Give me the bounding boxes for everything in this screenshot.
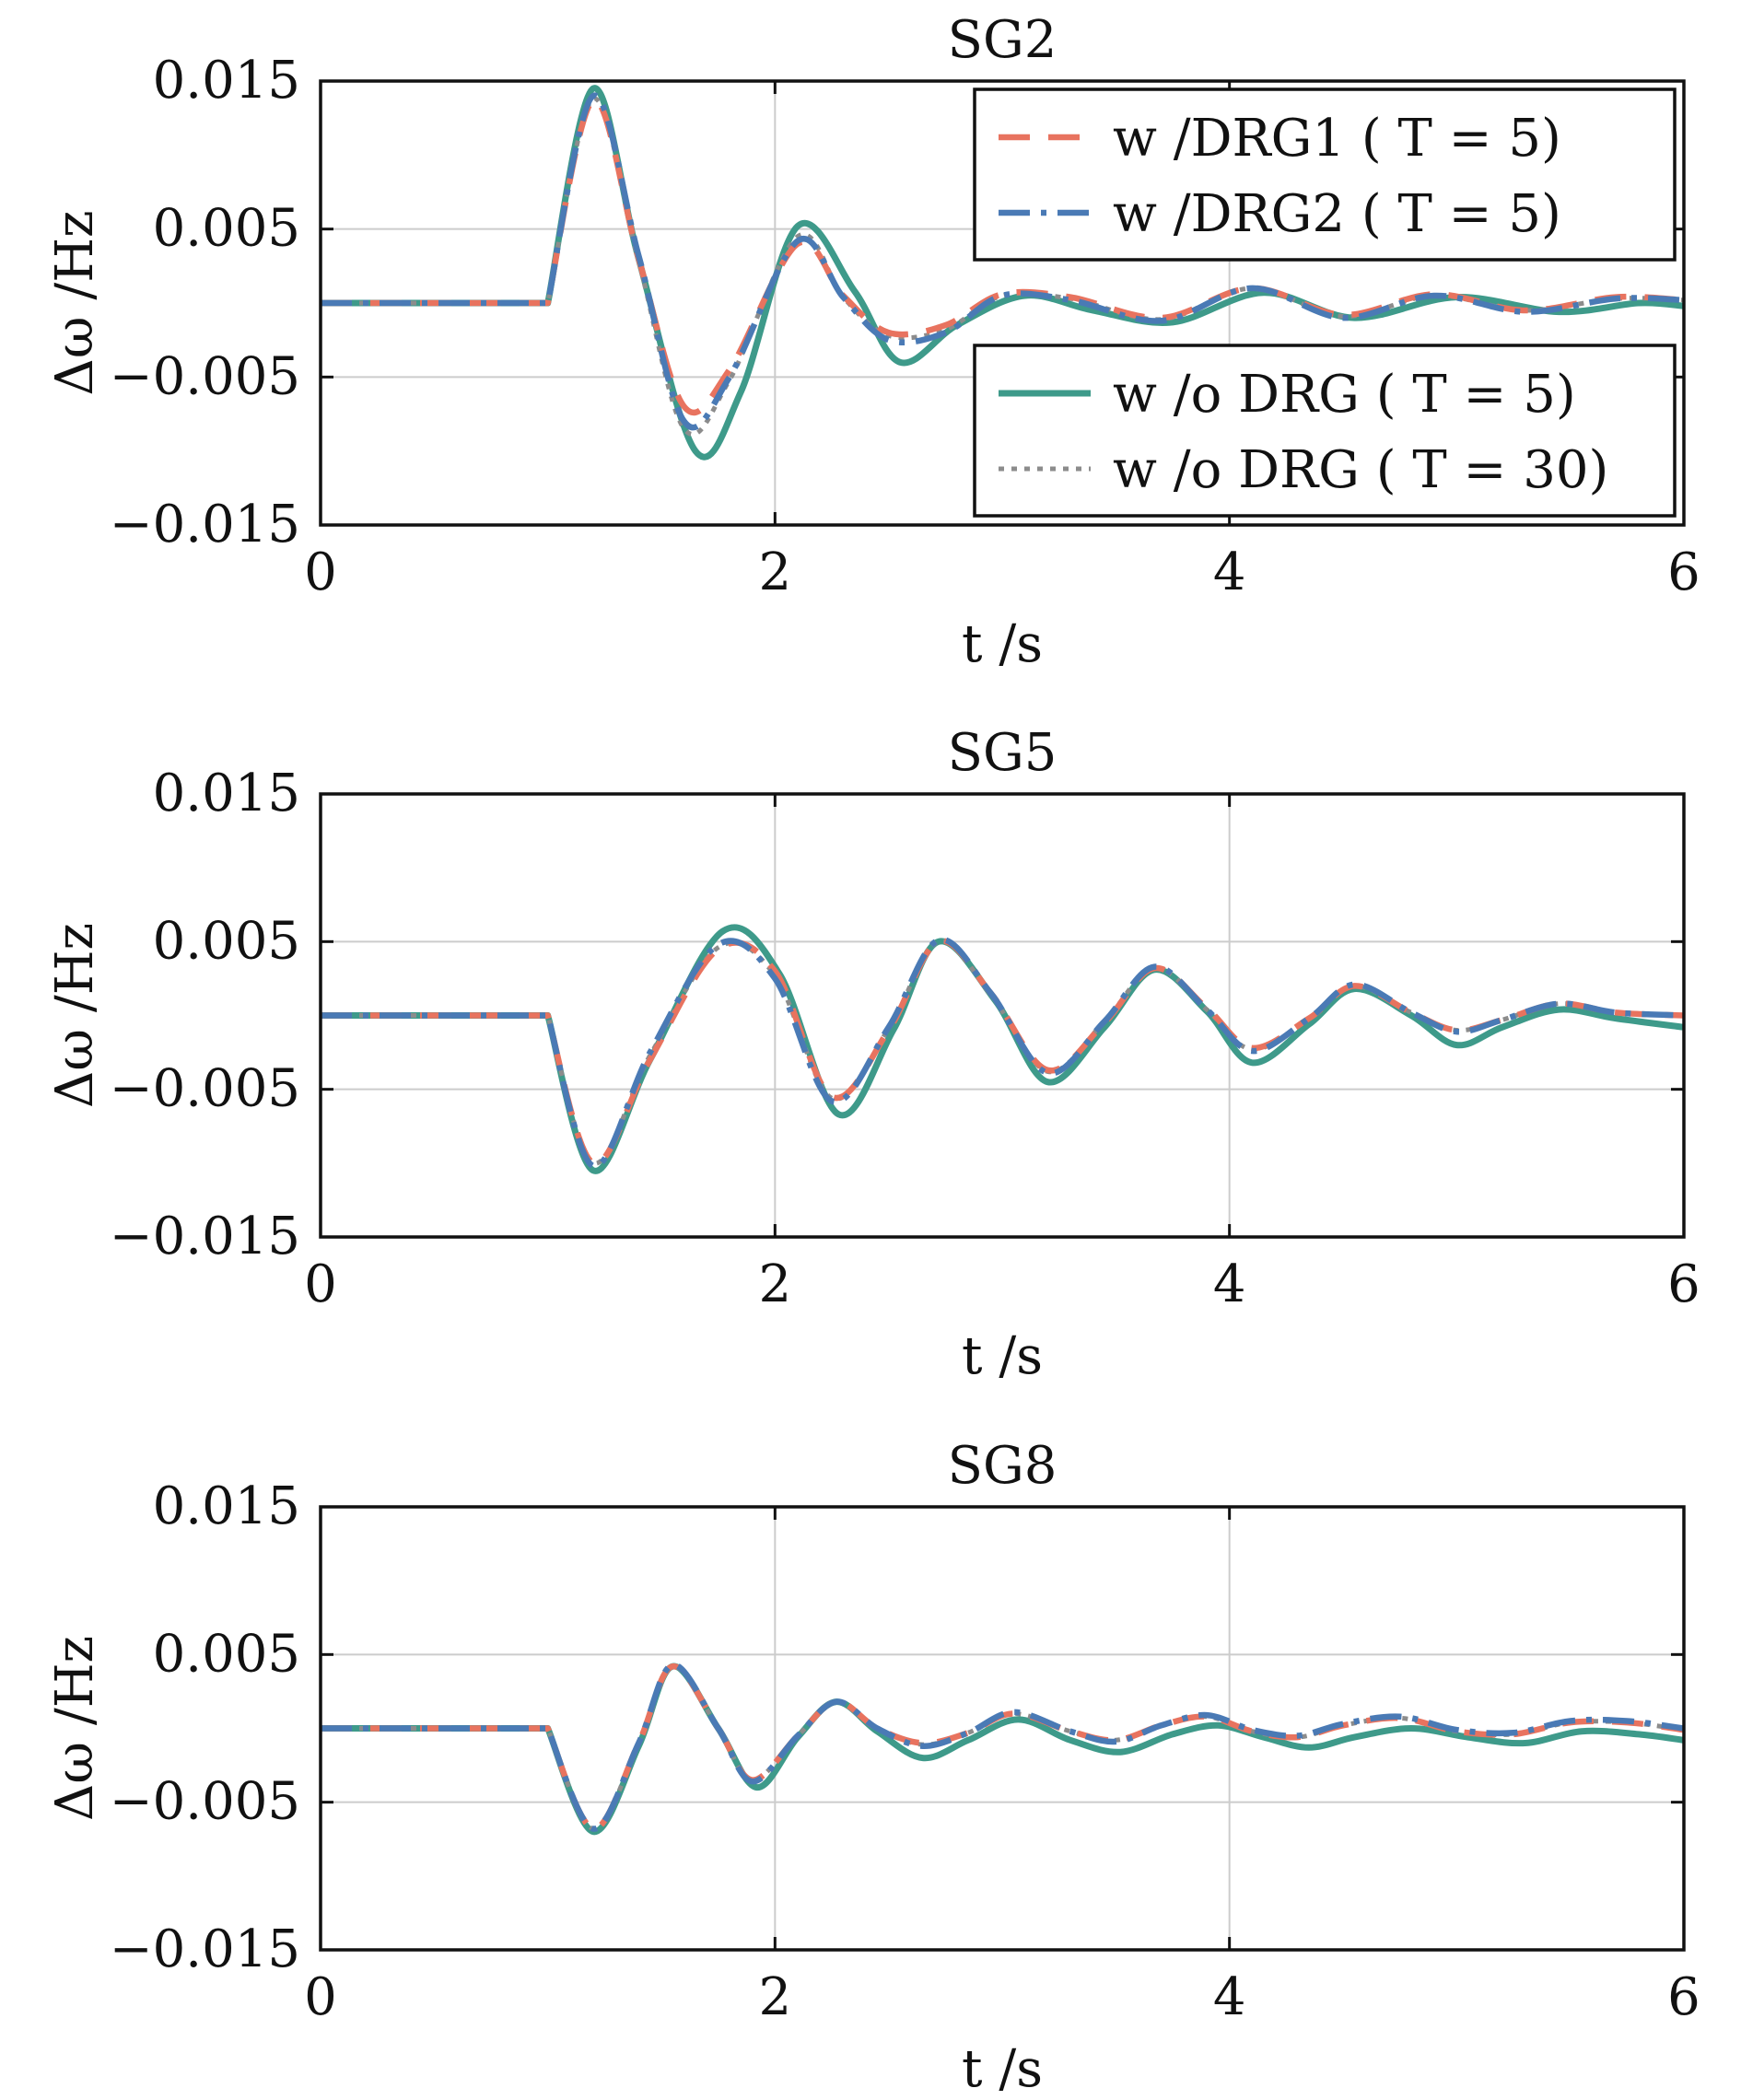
y-tick-label: −0.005 — [110, 346, 300, 406]
y-tick-label: −0.015 — [110, 1919, 300, 1979]
x-tick-label: 6 — [1667, 542, 1700, 602]
y-tick-label: 0.015 — [153, 1476, 300, 1536]
series-line-solid — [321, 924, 1684, 1174]
x-tick-label: 4 — [1213, 542, 1246, 602]
panel-sg8: 0 2 4 6 0.015 0.005 −0.005 −0.015 SG8 t /s Δω /Hz — [45, 1436, 1700, 2099]
series-line-dotted — [321, 1663, 1684, 1831]
y-tick-label: 0.015 — [153, 51, 300, 111]
series-line-dashed — [321, 1662, 1684, 1832]
legend-label: w /DRG1 ( T = 5) — [1113, 109, 1561, 169]
series-line-dotted — [321, 939, 1684, 1166]
series-line-dashdot — [321, 936, 1684, 1170]
legend-label: w /DRG2 ( T = 5) — [1113, 184, 1561, 244]
x-tick-label: 0 — [304, 542, 337, 602]
legend-bottom-right: w /o DRG ( T = 5) w /o DRG ( T = 30) — [973, 344, 1677, 518]
series-group — [321, 85, 1684, 461]
chart-title: SG5 — [948, 723, 1057, 783]
y-tick-label: −0.015 — [110, 495, 300, 554]
y-axis-label: Δω /Hz — [45, 210, 105, 395]
series-line-solid — [321, 1662, 1684, 1836]
series-group — [321, 1662, 1684, 1836]
y-tick-label: 0.005 — [153, 199, 300, 259]
x-tick-label: 4 — [1213, 1254, 1246, 1314]
legend-box — [973, 88, 1677, 262]
legend-entry: w /DRG1 ( T = 5) — [999, 109, 1561, 169]
x-tick-label: 2 — [759, 542, 792, 602]
y-axis-label: Δω /Hz — [45, 923, 105, 1108]
y-tick-label: 0.005 — [153, 1624, 300, 1684]
x-axis-label: t /s — [962, 614, 1043, 674]
x-tick-label: 2 — [759, 1254, 792, 1314]
x-axis-label: t /s — [962, 2039, 1043, 2099]
legend-label: w /o DRG ( T = 30) — [1113, 440, 1608, 500]
y-tick-label: −0.005 — [110, 1772, 300, 1832]
x-tick-label: 4 — [1213, 1967, 1246, 2027]
chart-title: SG8 — [948, 1436, 1057, 1496]
legend-entry: w /DRG2 ( T = 5) — [999, 184, 1561, 244]
x-axis-label: t /s — [962, 1326, 1043, 1386]
legend-entry: w /o DRG ( T = 5) — [999, 365, 1576, 425]
series-line-dashed — [321, 938, 1684, 1167]
legend-top-right: w /DRG1 ( T = 5) w /DRG2 ( T = 5) — [973, 88, 1677, 262]
x-tick-label: 6 — [1667, 1254, 1700, 1314]
panel-sg5: 0 2 4 6 0.015 0.005 −0.005 −0.015 SG5 t /s Δω /Hz — [45, 723, 1700, 1386]
x-tick-label: 2 — [759, 1967, 792, 2027]
series-group — [321, 924, 1684, 1174]
series-line-dashdot — [321, 1662, 1684, 1832]
y-tick-label: 0.005 — [153, 911, 300, 971]
series-line-dashdot — [321, 92, 1684, 431]
legend-box — [973, 344, 1677, 518]
y-tick-label: 0.015 — [153, 764, 300, 823]
plot-frame — [319, 1505, 1686, 1952]
chart-title: SG2 — [948, 10, 1057, 70]
x-tick-label: 0 — [304, 1254, 337, 1314]
x-tick-label: 0 — [304, 1967, 337, 2027]
legend-label: w /o DRG ( T = 5) — [1113, 365, 1576, 425]
legend-entry: w /o DRG ( T = 30) — [999, 440, 1608, 500]
y-tick-label: −0.015 — [110, 1207, 300, 1266]
x-tick-label: 6 — [1667, 1967, 1700, 2027]
y-tick-label: −0.005 — [110, 1059, 300, 1119]
y-axis-label: Δω /Hz — [45, 1636, 105, 1821]
panel-sg2: 0 2 4 6 0.015 0.005 −0.005 −0.015 SG2 t /s Δω /Hz w… — [45, 10, 1700, 674]
plot-frame — [319, 79, 1686, 527]
plot-frame — [319, 792, 1686, 1239]
